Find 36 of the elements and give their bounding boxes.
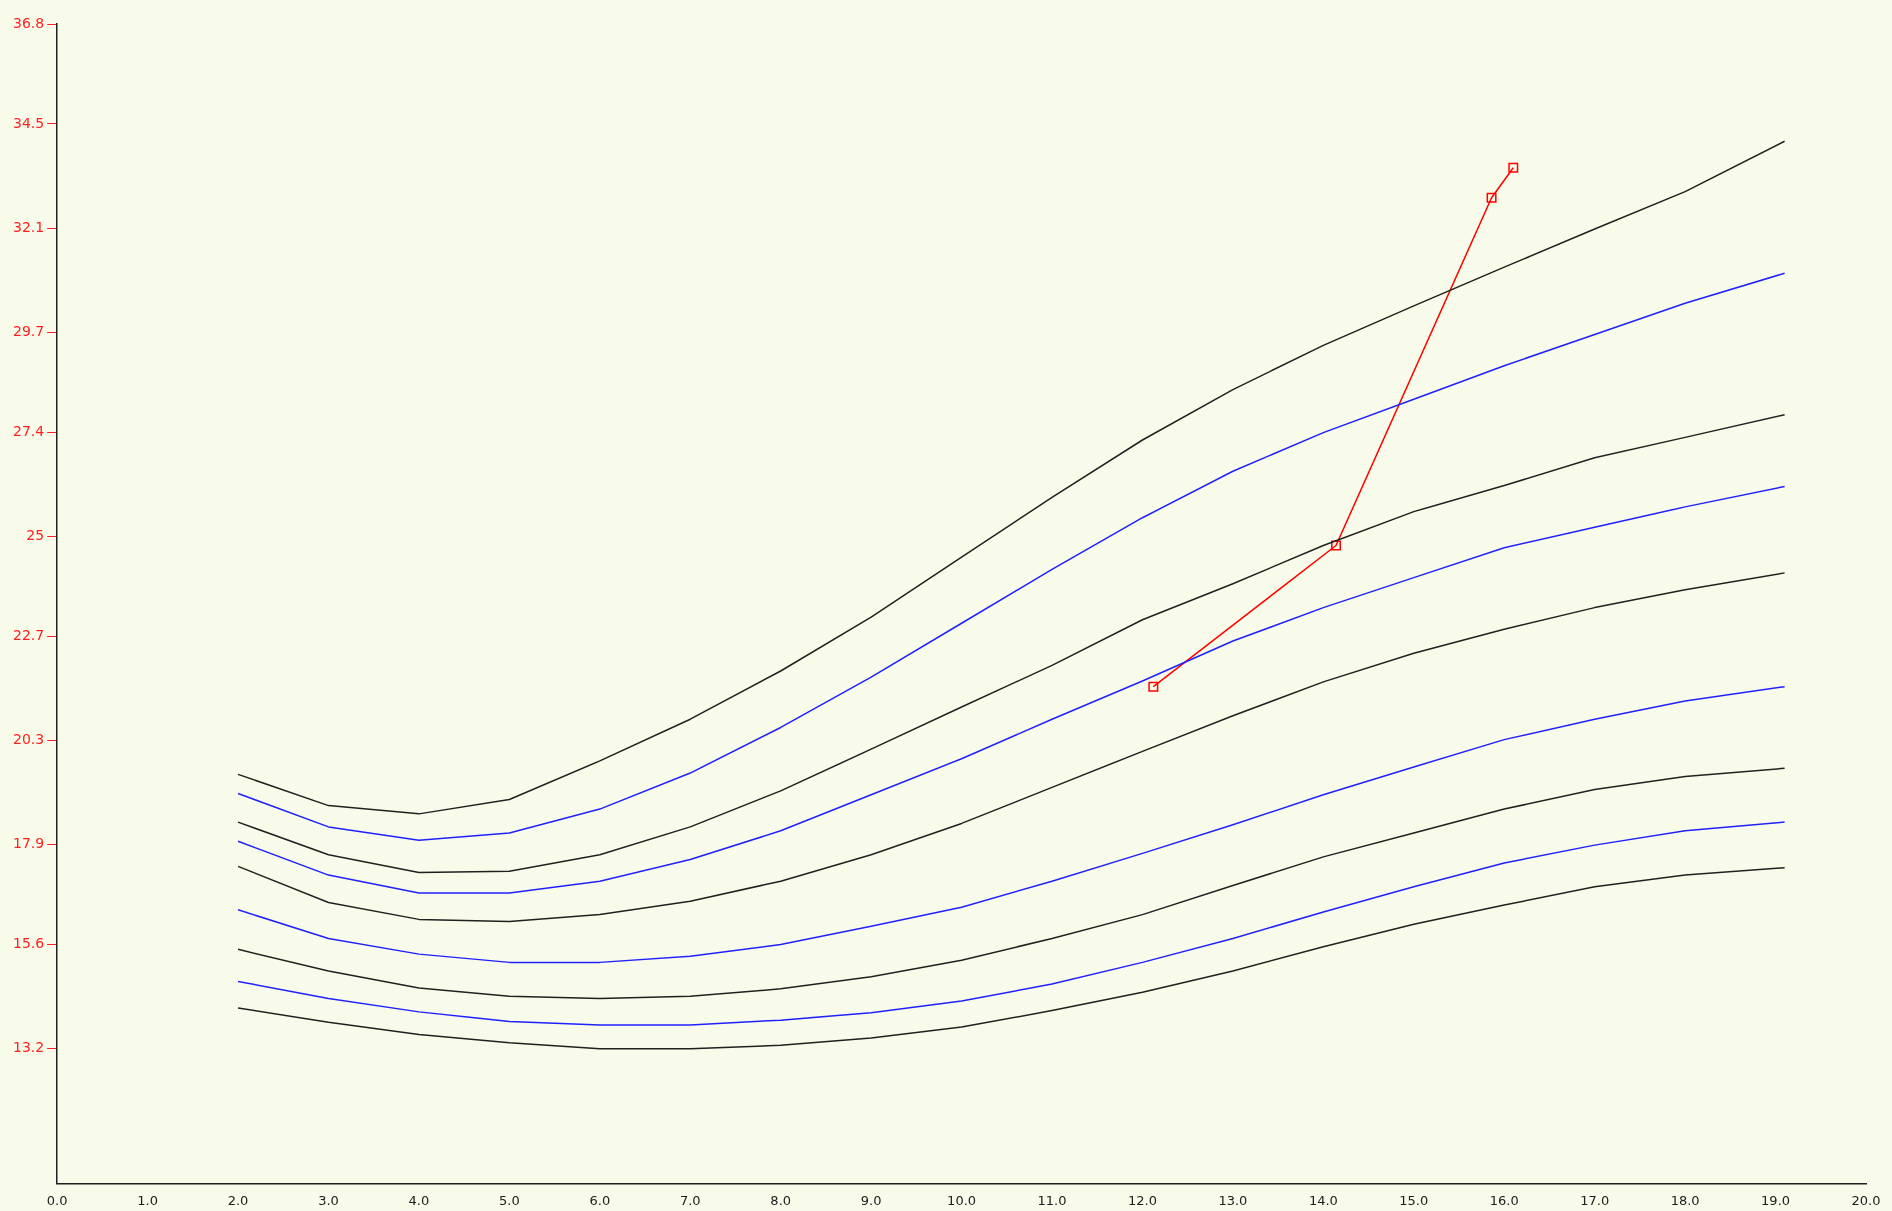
x-tick-label: 2.0 (227, 1192, 249, 1208)
y-tick-label: 34.5 (13, 114, 45, 131)
y-tick-label: 15.6 (13, 935, 45, 952)
point (1486, 192, 1497, 203)
x-tick-label: 13.0 (1218, 1192, 1248, 1208)
x-tick-label: 1.0 (137, 1192, 158, 1208)
y-tick-label: 22.7 (13, 626, 45, 643)
x-tick-label: 11.0 (1037, 1192, 1067, 1208)
x-tick-label: 10.0 (947, 1192, 977, 1208)
y-tick-label: 13.2 (13, 1039, 45, 1056)
y-tick-label: 27.4 (13, 422, 45, 439)
x-tick-label: 0.0 (46, 1192, 68, 1208)
x-tick-label: 8.0 (770, 1192, 792, 1208)
y-tick-label: 25 (26, 527, 45, 544)
y-tick-label: 29.7 (13, 322, 45, 339)
x-tick-label: 18.0 (1670, 1192, 1700, 1208)
x-tick-label: 15.0 (1399, 1192, 1429, 1208)
y-tick-label: 17.9 (13, 835, 45, 852)
x-tick-label: 16.0 (1489, 1192, 1519, 1208)
y-tick-label: 32.1 (13, 218, 45, 235)
x-tick-label: 6.0 (589, 1192, 611, 1208)
x-tick-label: 3.0 (318, 1192, 339, 1208)
x-tick-label: 7.0 (679, 1192, 701, 1208)
x-tick-label: 5.0 (499, 1192, 520, 1208)
x-tick-label: 17.0 (1580, 1192, 1610, 1208)
point (1508, 162, 1519, 173)
point (1331, 540, 1342, 551)
x-tick-label: 4.0 (408, 1192, 430, 1208)
x-tick-label: 14.0 (1308, 1192, 1338, 1208)
y-tick-label: 36.8 (13, 14, 45, 31)
x-tick-label: 19.0 (1761, 1192, 1791, 1208)
x-tick-label: 12.0 (1127, 1192, 1157, 1208)
y-tick-label: 20.3 (13, 731, 45, 748)
point (1148, 681, 1159, 692)
x-tick-label: 20.0 (1851, 1192, 1881, 1208)
x-tick-label: 9.0 (860, 1192, 882, 1208)
